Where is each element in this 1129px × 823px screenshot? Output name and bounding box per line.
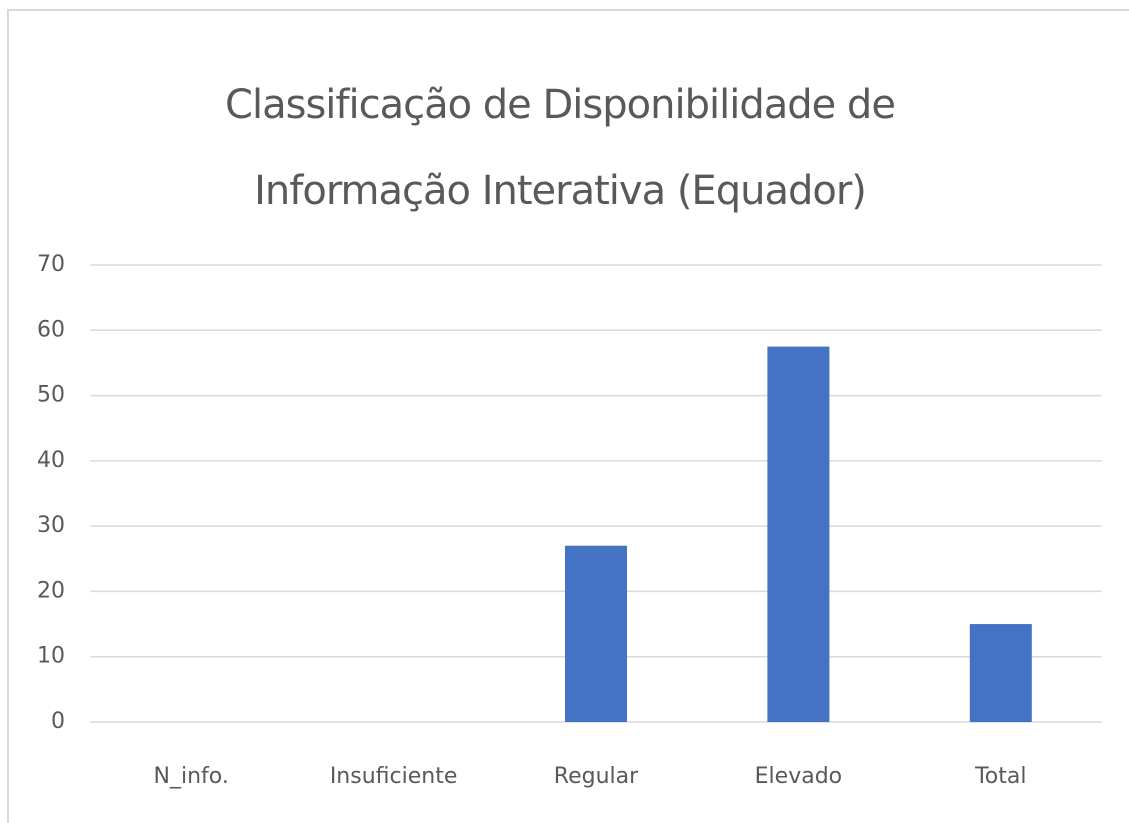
chart-title: Classificação de Disponibilidade de Info… xyxy=(225,82,896,214)
bar xyxy=(565,545,627,722)
x-tick-label: Total xyxy=(974,764,1026,789)
y-tick-label: 50 xyxy=(37,383,65,408)
y-tick-label: 60 xyxy=(37,317,65,342)
y-tick-label: 10 xyxy=(37,644,65,669)
chart-frame xyxy=(7,9,1129,823)
y-tick-label: 70 xyxy=(37,252,65,277)
y-tick-label: 0 xyxy=(51,709,65,734)
x-tick-label: Elevado xyxy=(755,764,842,789)
x-tick-label: Regular xyxy=(554,764,639,789)
y-tick-label: 30 xyxy=(37,513,65,538)
y-tick-label: 40 xyxy=(37,448,65,473)
bar xyxy=(767,346,830,722)
bar xyxy=(969,624,1032,722)
x-tick-label: Insuficiente xyxy=(330,764,458,789)
y-tick-label: 20 xyxy=(37,578,65,603)
x-tick-label: N_info. xyxy=(154,764,229,789)
